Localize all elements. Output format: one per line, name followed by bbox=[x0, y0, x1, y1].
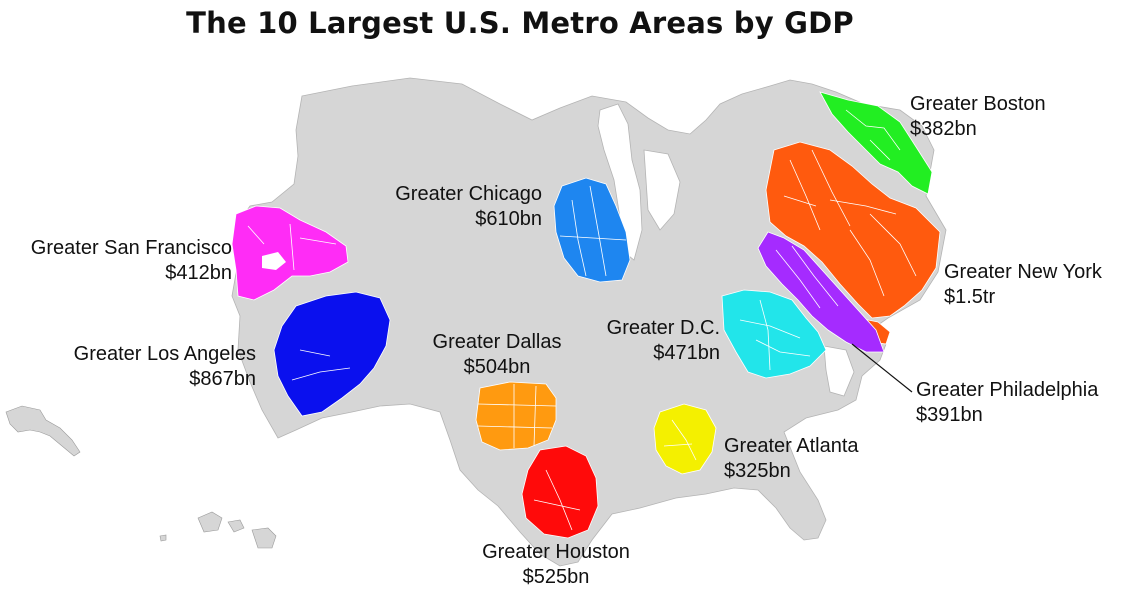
metro-dc bbox=[721, 289, 827, 379]
great-lakes bbox=[597, 103, 681, 261]
label-houston: Greater Houston $525bn bbox=[456, 540, 656, 590]
label-los-angeles-name: Greater Los Angeles bbox=[73, 343, 256, 365]
metro-los-angeles bbox=[273, 291, 391, 417]
map-title: The 10 Largest U.S. Metro Areas by GDP bbox=[186, 6, 854, 40]
alaska-landmass bbox=[5, 405, 81, 457]
label-philadelphia-gdp: $391bn bbox=[916, 404, 983, 426]
label-san-francisco: Greater San Francisco $412bn bbox=[0, 236, 232, 286]
label-chicago-name: Greater Chicago bbox=[395, 183, 542, 205]
label-boston: Greater Boston $382bn bbox=[910, 92, 1046, 142]
metro-boston bbox=[819, 91, 933, 195]
label-houston-gdp: $525bn bbox=[522, 566, 590, 588]
label-atlanta: Greater Atlanta $325bn bbox=[724, 434, 859, 484]
label-san-francisco-name: Greater San Francisco bbox=[30, 237, 232, 259]
metro-san-francisco bbox=[231, 205, 349, 301]
metro-houston bbox=[521, 445, 599, 539]
label-houston-name: Greater Houston bbox=[482, 541, 630, 563]
metro-chicago bbox=[553, 177, 631, 283]
coastal-bay bbox=[823, 345, 855, 397]
metro-dallas bbox=[475, 381, 557, 451]
label-boston-gdp: $382bn bbox=[910, 118, 977, 140]
label-philadelphia: Greater Philadelphia $391bn bbox=[916, 378, 1098, 428]
label-new-york-gdp: $1.5tr bbox=[944, 286, 996, 308]
label-atlanta-gdp: $325bn bbox=[724, 460, 791, 482]
label-los-angeles-gdp: $867bn bbox=[189, 368, 256, 390]
label-atlanta-name: Greater Atlanta bbox=[724, 435, 859, 457]
label-dallas-gdp: $504bn bbox=[463, 356, 531, 378]
metro-philadelphia bbox=[757, 231, 885, 353]
label-philadelphia-name: Greater Philadelphia bbox=[916, 379, 1099, 401]
hawaii-islands bbox=[159, 511, 277, 549]
label-chicago-gdp: $610bn bbox=[475, 208, 542, 230]
label-dallas: Greater Dallas $504bn bbox=[412, 330, 582, 380]
label-dc-name: Greater D.C. bbox=[606, 317, 720, 339]
label-san-francisco-gdp: $412bn bbox=[165, 262, 232, 284]
label-dallas-name: Greater Dallas bbox=[432, 331, 562, 353]
label-chicago: Greater Chicago $610bn bbox=[350, 182, 542, 232]
label-boston-name: Greater Boston bbox=[910, 93, 1046, 115]
philadelphia-leader-line bbox=[851, 343, 913, 393]
label-new-york: Greater New York $1.5tr bbox=[944, 260, 1102, 310]
label-new-york-name: Greater New York bbox=[944, 261, 1102, 283]
label-dc-gdp: $471bn bbox=[653, 342, 720, 364]
label-dc: Greater D.C. $471bn bbox=[560, 316, 720, 366]
label-los-angeles: Greater Los Angeles $867bn bbox=[30, 342, 256, 392]
metro-atlanta bbox=[653, 403, 717, 475]
